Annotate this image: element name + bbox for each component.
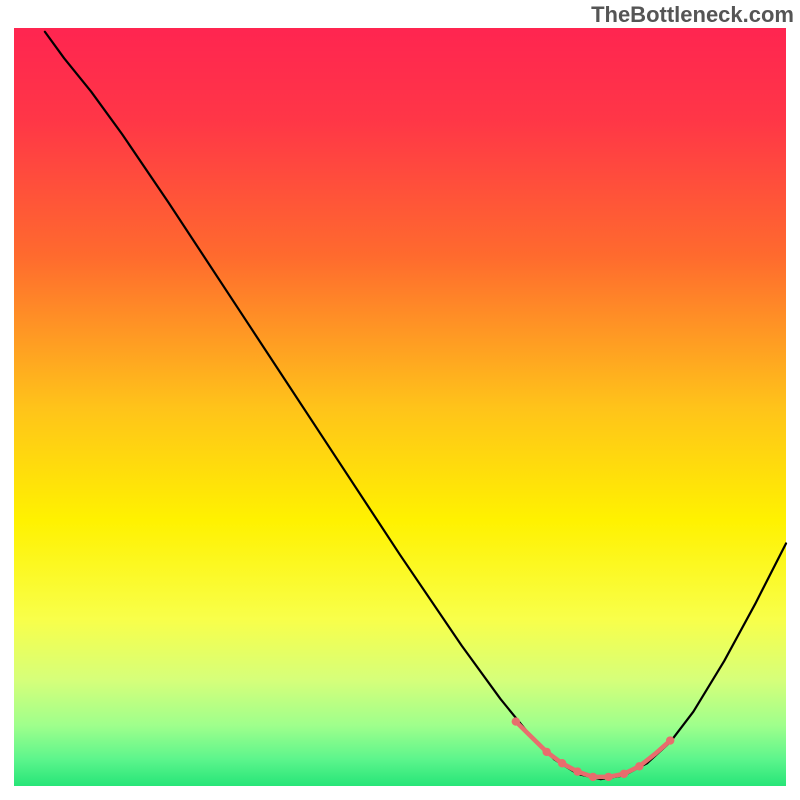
optimal-range-dot bbox=[635, 762, 643, 770]
optimal-range-dot bbox=[542, 748, 550, 756]
optimal-range-dot bbox=[558, 759, 566, 767]
optimal-range-dot bbox=[666, 736, 674, 744]
bottleneck-chart bbox=[0, 0, 800, 800]
optimal-range-dot bbox=[620, 770, 628, 778]
optimal-range-dot bbox=[573, 767, 581, 775]
chart-background bbox=[14, 28, 786, 786]
optimal-range-dot bbox=[589, 773, 597, 781]
chart-root: TheBottleneck.com bbox=[0, 0, 800, 800]
optimal-range-dot bbox=[512, 717, 520, 725]
optimal-range-dot bbox=[604, 773, 612, 781]
